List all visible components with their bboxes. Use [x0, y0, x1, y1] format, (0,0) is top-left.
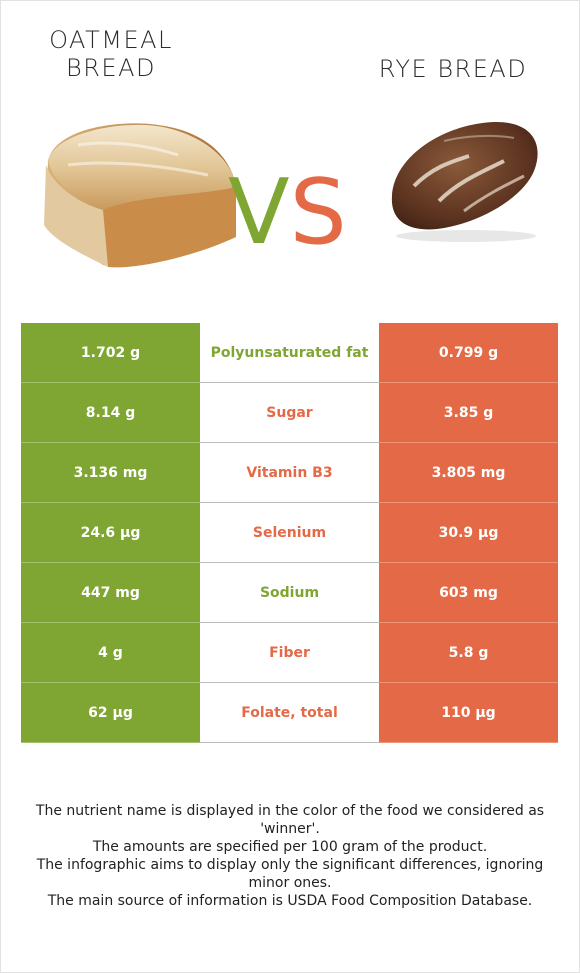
table-row: 24.6 µg Selenium 30.9 µg [21, 503, 558, 563]
table-row: 4 g Fiber 5.8 g [21, 623, 558, 683]
nutrient-name: Vitamin B3 [200, 443, 379, 503]
footer-line: The amounts are specified per 100 gram o… [92, 839, 488, 855]
left-food-value: 8.14 g [21, 383, 200, 443]
left-food-value: 447 mg [21, 563, 200, 623]
right-food-title: RYE BREAD [378, 55, 528, 83]
right-food-value: 5.8 g [379, 623, 558, 683]
right-food-value: 3.85 g [379, 383, 558, 443]
nutrient-name: Sugar [200, 383, 379, 443]
left-food-title-line2: BREAD [66, 54, 156, 82]
nutrient-name: Polyunsaturated fat [200, 323, 379, 383]
right-food-value: 110 µg [379, 683, 558, 743]
table-row: 447 mg Sodium 603 mg [21, 563, 558, 623]
table-row: 62 µg Folate, total 110 µg [21, 683, 558, 743]
nutrient-name: Sodium [200, 563, 379, 623]
left-food-value: 3.136 mg [21, 443, 200, 503]
right-food-value: 30.9 µg [379, 503, 558, 563]
left-food-title-line1: OATMEAL [49, 26, 173, 54]
vs-s-letter: S [289, 160, 347, 265]
rye-bread-image [391, 121, 538, 242]
left-food-value: 4 g [21, 623, 200, 683]
nutrient-name: Fiber [200, 623, 379, 683]
table-row: 8.14 g Sugar 3.85 g [21, 383, 558, 443]
footer-line: The nutrient name is displayed in the co… [35, 803, 545, 837]
right-food-value: 0.799 g [379, 323, 558, 383]
nutrient-name: Selenium [200, 503, 379, 563]
footer-line: The main source of information is USDA F… [47, 893, 533, 909]
footer-line: The infographic aims to display only the… [36, 857, 544, 891]
vs-label: VS [228, 168, 347, 258]
nutrient-name: Folate, total [200, 683, 379, 743]
table-row: 1.702 g Polyunsaturated fat 0.799 g [21, 323, 558, 383]
footer-notes: The nutrient name is displayed in the co… [20, 802, 560, 910]
right-food-value: 3.805 mg [379, 443, 558, 503]
oatmeal-bread-image [44, 123, 236, 268]
table-row: 3.136 mg Vitamin B3 3.805 mg [21, 443, 558, 503]
left-food-title: OATMEAL BREAD [40, 26, 182, 82]
left-food-value: 24.6 µg [21, 503, 200, 563]
left-food-value: 1.702 g [21, 323, 200, 383]
vs-v-letter: V [228, 160, 290, 265]
left-food-value: 62 µg [21, 683, 200, 743]
right-food-value: 603 mg [379, 563, 558, 623]
